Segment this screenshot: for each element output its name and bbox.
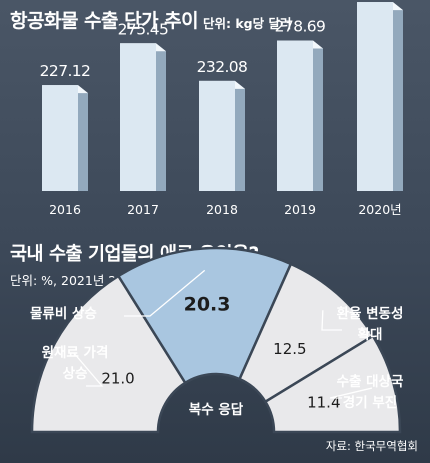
donut-value-label: 20.3 — [184, 293, 231, 315]
donut-center-label: 복수 응답 — [189, 401, 244, 418]
bar-value-label: 232.08 — [197, 58, 248, 76]
leader-line — [329, 387, 373, 399]
slice-label-logistics: 물류비 상승 — [30, 304, 97, 325]
bar-category-label: 2016 — [49, 202, 81, 217]
bar-category-label: 2017 — [127, 202, 159, 217]
slice-label-line: 원재료 가격 — [41, 345, 109, 361]
leader-line — [73, 353, 104, 387]
slice-label-line: 환율 변동성 — [336, 306, 404, 322]
donut-value-label: 12.5 — [273, 340, 306, 358]
donut-value-label: 21.0 — [101, 370, 134, 388]
bar-chart-unit: 단위: kg당 달러 — [203, 16, 292, 31]
slice-label-line: 확대 — [357, 327, 383, 343]
slice-label-export-markets: 수출 대상국 경기 부진 — [322, 372, 418, 414]
bar — [199, 80, 235, 191]
bar-side — [393, 2, 403, 192]
bar-side — [78, 85, 88, 191]
bar-side — [313, 40, 323, 191]
bar — [357, 2, 393, 192]
bar-value-label: 278.69 — [275, 17, 326, 35]
donut-slice — [263, 334, 402, 434]
bar-side — [235, 80, 245, 191]
bar-value-label: 227.12 — [40, 62, 91, 80]
bar-side — [156, 43, 166, 191]
bar-category-label: 2018 — [206, 202, 238, 217]
bar-value-label: 275.45 — [118, 20, 169, 38]
donut-slice — [116, 246, 293, 385]
slice-label-line: 상승 — [62, 366, 88, 382]
bar-category-label: 2019 — [284, 202, 316, 217]
source-credit: 자료: 한국무역협회 — [325, 439, 418, 453]
leader-line — [124, 269, 206, 317]
bar — [120, 43, 156, 191]
slice-label-exchange: 환율 변동성 확대 — [322, 304, 418, 346]
bar — [277, 40, 313, 191]
bar-category-label: 2020년 — [358, 202, 401, 217]
slice-label-line: 물류비 상승 — [30, 306, 97, 322]
bar-chart-title: 항공화물 수출 단가 추이 — [10, 10, 199, 32]
slice-label-line: 경기 부진 — [342, 395, 398, 411]
bar — [42, 85, 78, 191]
slice-label-raw-materials: 원재료 가격 상승 — [30, 343, 120, 385]
bar-chart: 227.12 2016 275.45 2017 232.08 2018 278.69 2019… — [40, 2, 403, 217]
leader-line — [321, 310, 342, 331]
slice-label-line: 수출 대상국 — [336, 374, 404, 390]
donut-slice — [30, 274, 187, 434]
